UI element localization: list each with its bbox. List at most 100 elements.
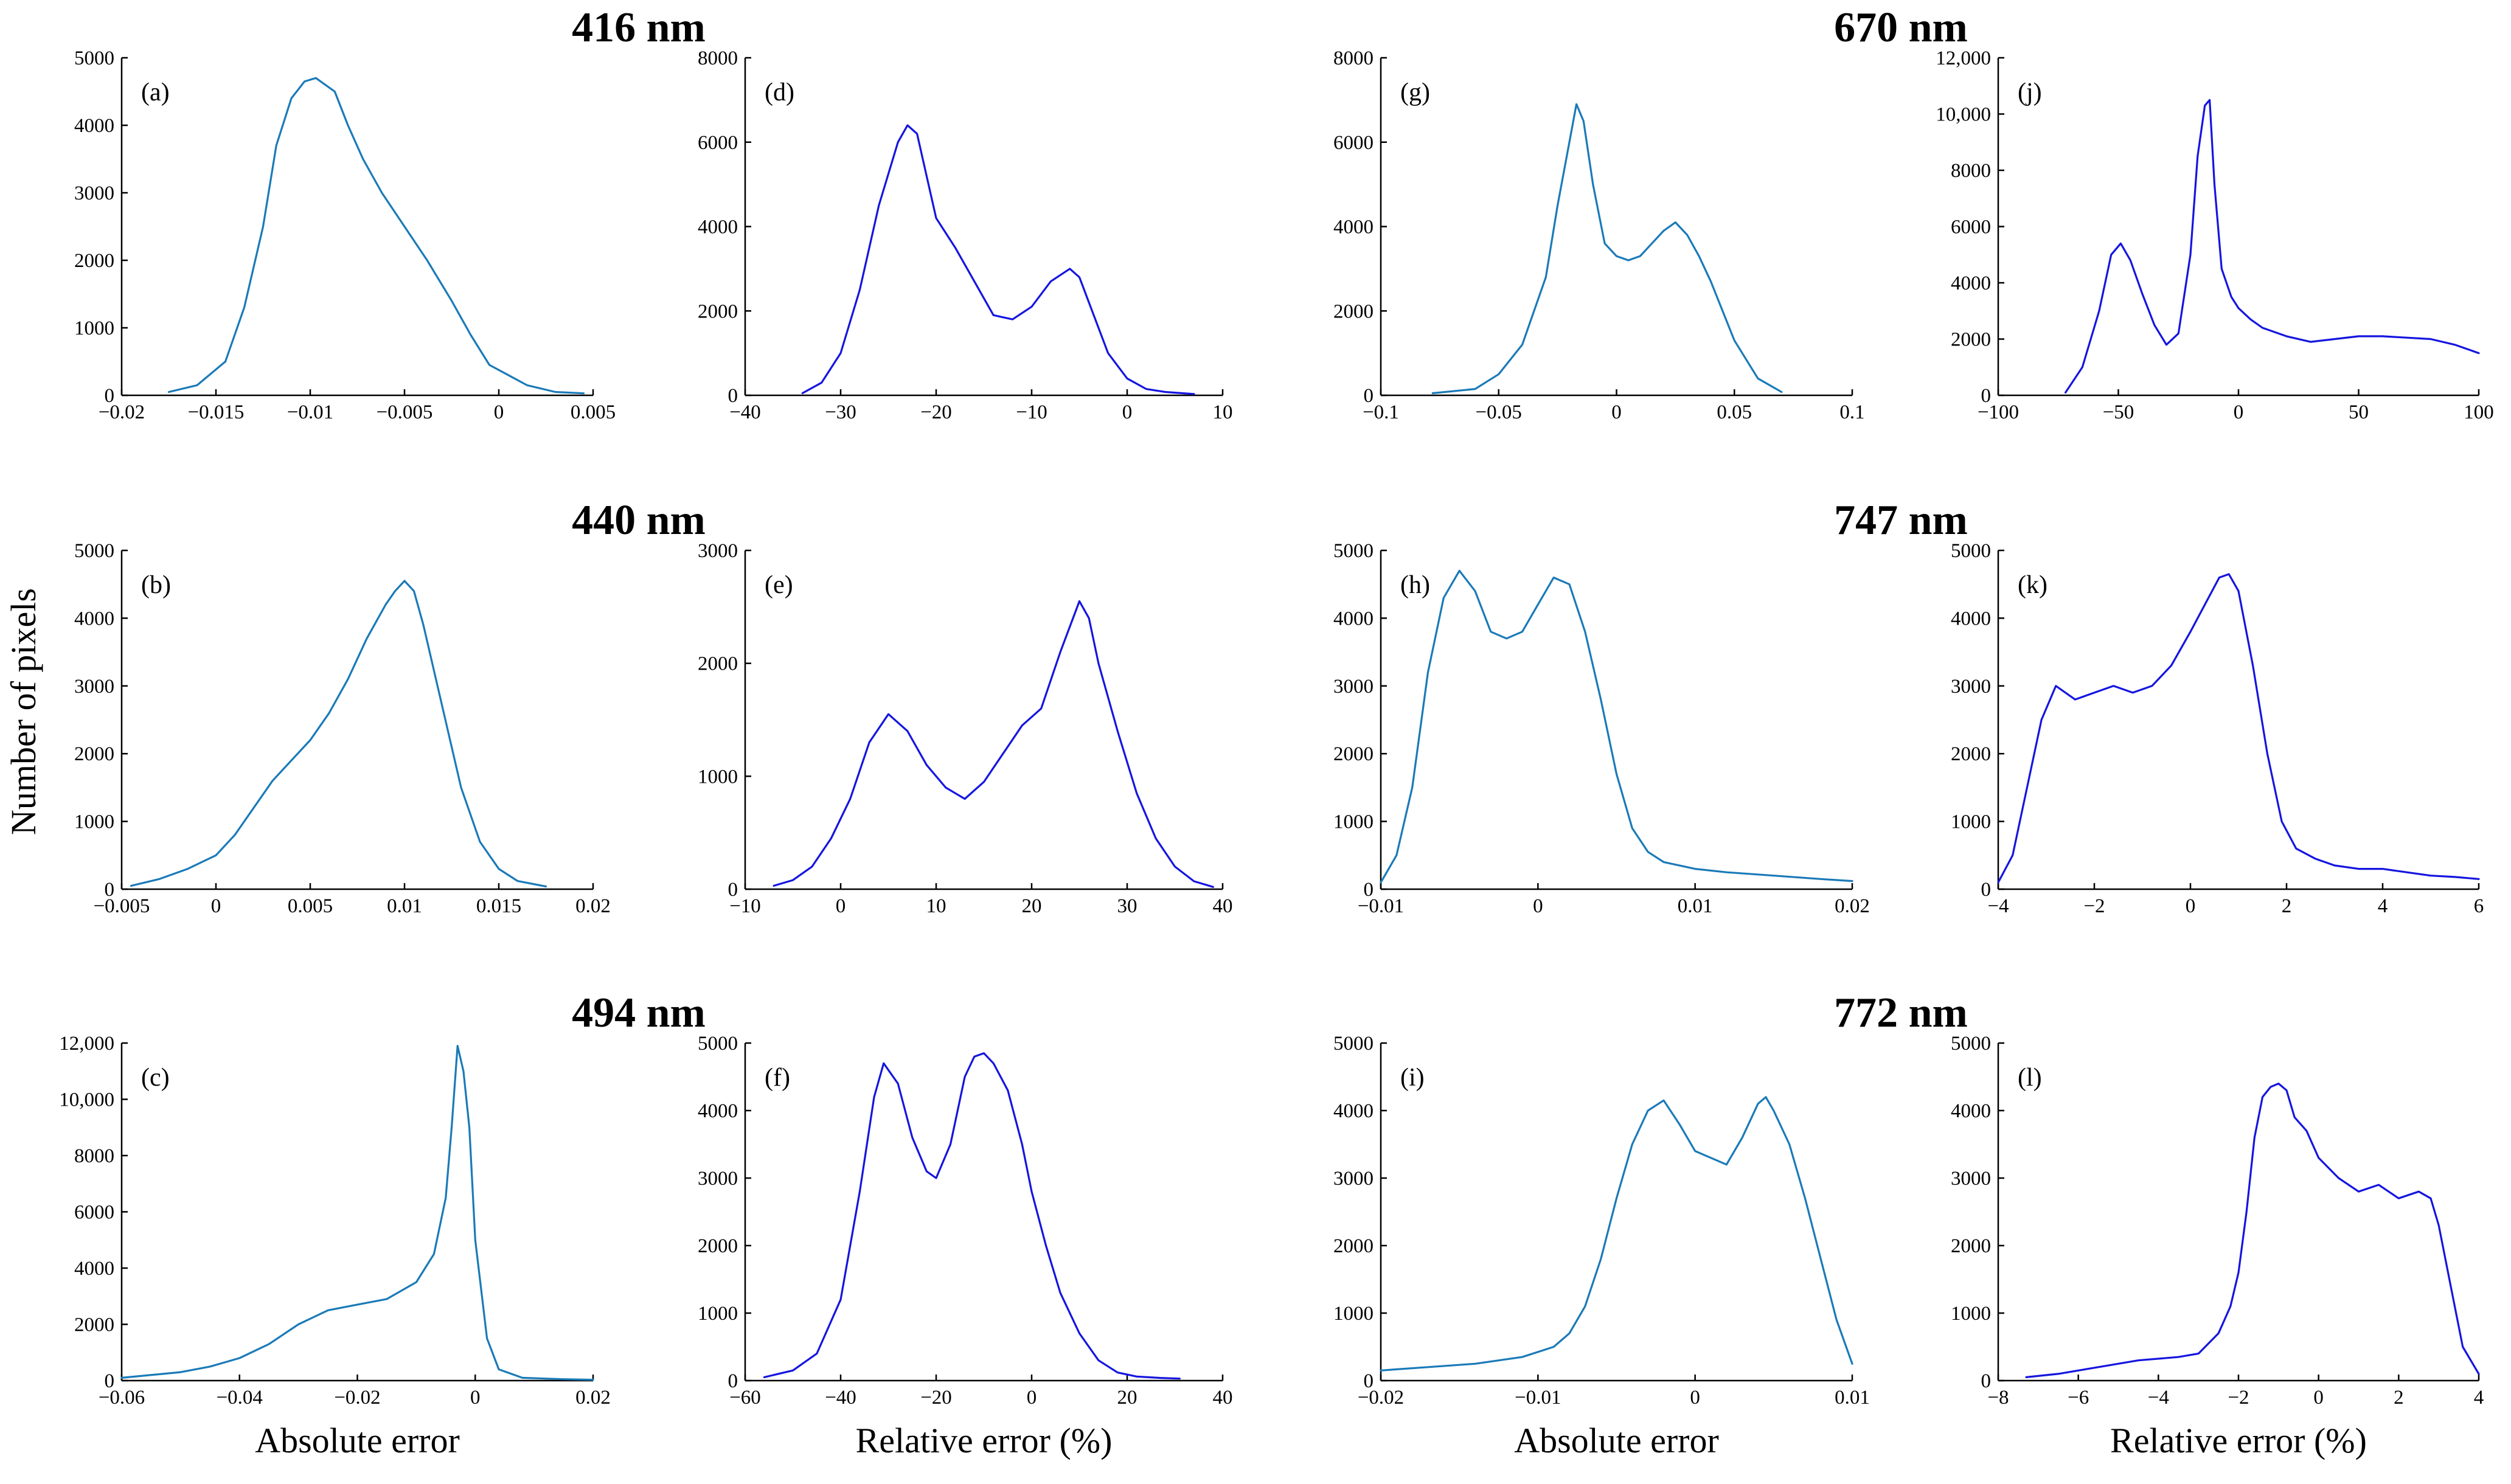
y-tick-label-d: 2000 [698,300,738,322]
y-tick-label-i: 5000 [1333,1033,1374,1055]
y-tick-label-d: 8000 [698,47,738,69]
series-line-h [1380,569,1853,884]
x-tick-label-j: 50 [2349,401,2369,423]
y-tick-label-c: 8000 [74,1145,114,1167]
series-line-e [773,600,1214,888]
panel-label-k: (k) [2018,571,2047,599]
y-tick-label-i: 0 [1364,1370,1374,1392]
x-tick-label-l: −4 [2148,1387,2169,1409]
x-tick-label-d: −40 [729,401,761,423]
panel-f: −60 −40 −20 0 20 40 0 1000 2000 3000 4000 5000 (f) Re… [698,1033,1233,1460]
series-line-l [2025,1083,2480,1378]
y-tick-label-e: 0 [728,879,738,901]
y-tick-label-h: 5000 [1333,540,1374,562]
x-tick-label-b: 0 [211,895,221,917]
y-tick-label-a: 4000 [74,115,114,137]
x-tick-label-e: 0 [836,895,846,917]
series-line-c [120,1045,594,1381]
series-line-d [801,124,1195,395]
x-tick-label-c: −0.02 [334,1387,380,1409]
y-tick-label-g: 4000 [1333,217,1374,238]
y-tick-label-g: 6000 [1333,132,1374,154]
x-tick-label-a: −0.02 [99,401,145,423]
x-axis-label-f: Relative error (%) [856,1421,1113,1460]
wavelength-titles: 416 nm 440 nm 494 nm 670 nm 747 nm 772 n… [572,4,1968,1036]
y-tick-label-l: 4000 [1951,1100,1991,1122]
title-440nm: 440 nm [572,497,706,544]
x-tick-label-g: −0.1 [1363,401,1399,423]
y-tick-label-k: 2000 [1951,743,1991,765]
x-tick-label-l: 2 [2394,1387,2404,1409]
y-tick-label-l: 2000 [1951,1235,1991,1257]
y-tick-label-k: 1000 [1951,811,1991,833]
x-tick-label-a: −0.005 [377,401,433,423]
x-tick-label-b: 0.015 [476,895,521,917]
panel-k: −4 −2 0 2 4 6 0 1000 2000 3000 4000 5000 (k) [1951,540,2484,917]
panels: −0.02 −0.015 −0.01 −0.005 0 0.005010002000300… [59,47,2494,1460]
x-tick-label-g: 0 [1611,401,1622,423]
x-tick-label-b: 0.005 [288,895,333,917]
x-tick-label-d: −20 [920,401,952,423]
series-line-j [2065,99,2480,394]
y-tick-label-h: 0 [1364,879,1374,901]
y-axis-label: Number of pixels [4,588,43,835]
y-tick-label-e: 2000 [698,653,738,675]
x-tick-label-f: 20 [1117,1387,1137,1409]
x-tick-label-l: −8 [1987,1387,2009,1409]
y-tick-label-j: 2000 [1951,329,1991,351]
y-tick-label-b: 5000 [74,540,114,562]
y-tick-label-i: 3000 [1333,1168,1374,1190]
y-tick-label-j: 6000 [1951,217,1991,238]
x-tick-label-b: 0.01 [387,895,422,917]
y-tick-label-l: 0 [1981,1370,1992,1392]
y-tick-label-h: 2000 [1333,743,1374,765]
panel-label-b: (b) [141,571,171,599]
y-tick-label-i: 2000 [1333,1235,1374,1257]
x-tick-label-d: −10 [1016,401,1047,423]
x-tick-label-f: −20 [920,1387,952,1409]
y-tick-label-e: 3000 [698,540,738,562]
x-tick-label-f: 0 [1027,1387,1037,1409]
y-tick-label-j: 8000 [1951,160,1991,182]
panel-label-g: (g) [1400,78,1430,106]
y-tick-label-c: 6000 [74,1202,114,1224]
x-tick-label-e: −10 [729,895,761,917]
y-tick-label-j: 12,000 [1936,47,1991,69]
x-tick-label-f: −60 [729,1387,761,1409]
y-tick-label-f: 4000 [698,1100,738,1122]
x-tick-label-k: 2 [2282,895,2292,917]
y-tick-label-b: 1000 [74,811,114,833]
x-tick-label-i: −0.01 [1515,1387,1561,1409]
x-tick-label-d: 10 [1213,401,1233,423]
y-tick-label-j: 4000 [1951,272,1991,294]
y-tick-label-f: 2000 [698,1235,738,1257]
x-tick-label-f: −40 [825,1387,856,1409]
y-tick-label-g: 2000 [1333,300,1374,322]
x-tick-label-g: −0.05 [1476,401,1522,423]
x-tick-label-h: 0 [1533,895,1543,917]
panel-a: −0.02 −0.015 −0.01 −0.005 0 0.005 0 1000 2000 300… [74,47,616,423]
y-tick-label-b: 2000 [74,743,114,765]
y-tick-label-e: 1000 [698,766,738,788]
x-tick-label-a: −0.01 [287,401,333,423]
y-tick-label-k: 4000 [1951,608,1991,629]
x-tick-label-k: −2 [2083,895,2105,917]
panel-label-e: (e) [765,571,793,599]
series-line-g [1431,103,1783,395]
y-tick-label-i: 1000 [1333,1303,1374,1325]
x-tick-label-e: 30 [1117,895,1137,917]
panel-j: −100 −50 0 50 100 0 2000 4000 6000 8000 10,000 12,0… [1936,47,2494,423]
x-tick-label-c: 0.02 [575,1387,611,1409]
panel-label-j: (j) [2018,78,2042,106]
x-tick-label-j: 100 [2464,401,2494,423]
y-tick-label-i: 4000 [1333,1100,1374,1122]
x-tick-label-d: −30 [825,401,856,423]
y-tick-label-l: 3000 [1951,1168,1991,1190]
y-tick-label-h: 4000 [1333,608,1374,629]
y-tick-label-a: 3000 [74,182,114,204]
y-tick-label-c: 2000 [74,1314,114,1336]
series-line-a [167,77,585,395]
panel-label-d: (d) [765,78,794,106]
